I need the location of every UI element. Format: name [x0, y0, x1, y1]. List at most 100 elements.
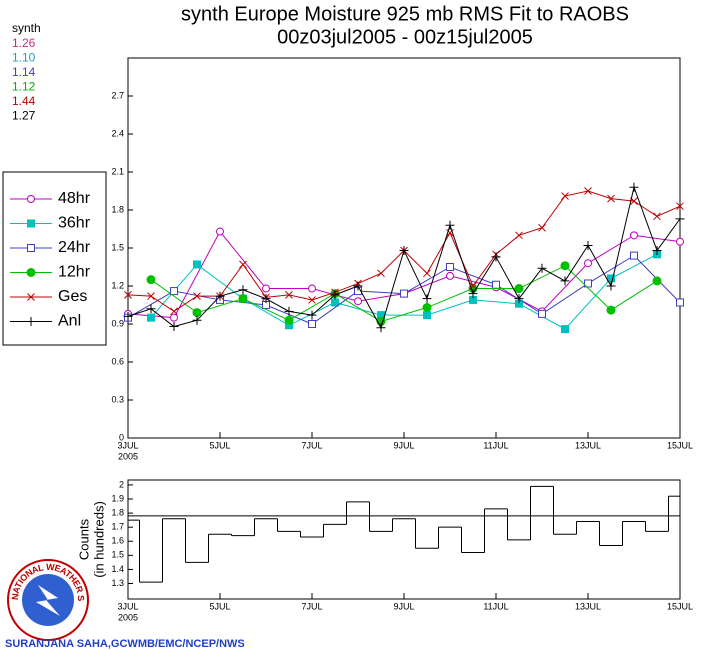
marker — [354, 297, 362, 306]
x-tick-label: 7JUL — [301, 440, 322, 450]
marker — [607, 194, 615, 203]
marker — [445, 220, 455, 230]
marker — [538, 309, 546, 318]
legend-box — [2, 171, 107, 346]
y-tick-label: 1.9 — [111, 493, 124, 503]
marker — [606, 281, 616, 291]
summary-title: synth — [12, 21, 41, 35]
marker — [423, 269, 431, 278]
x-tick-label: 15JUL — [667, 440, 693, 450]
marker — [468, 289, 478, 299]
summary-value: 1.10 — [12, 51, 36, 65]
chart-subtitle: 00z03jul2005 - 00z15jul2005 — [277, 26, 533, 48]
marker — [331, 298, 339, 307]
summary-value: 1.26 — [12, 36, 36, 50]
marker — [584, 259, 592, 268]
marker — [676, 202, 684, 211]
legend-label: 48hr — [58, 190, 91, 207]
marker — [330, 290, 340, 300]
y-tick-label: 0 — [119, 432, 124, 442]
x-tick-label: 15JUL — [667, 601, 693, 611]
summary-value: 1.12 — [12, 80, 36, 94]
marker — [308, 296, 316, 304]
marker — [469, 282, 477, 290]
y-tick-label: 2.4 — [111, 128, 124, 138]
marker — [123, 311, 133, 321]
marker — [27, 293, 35, 301]
y-tick-label: 1.7 — [111, 522, 124, 532]
marker — [583, 240, 593, 250]
y-tick-label: 1.5 — [111, 550, 124, 560]
x-tick-label: 13JUL — [575, 601, 601, 611]
summary-value: 1.14 — [12, 65, 36, 79]
year-label: 2005 — [118, 612, 138, 622]
marker — [422, 294, 432, 304]
summary-value: 1.44 — [12, 94, 36, 108]
plot-frame — [127, 479, 681, 600]
summary-value: 1.27 — [12, 109, 36, 123]
marker — [560, 276, 570, 286]
marker — [215, 291, 225, 301]
legend-label: 24hr — [58, 239, 91, 256]
marker — [307, 310, 317, 320]
x-tick-label: 5JUL — [209, 440, 230, 450]
y-tick-label: 1.8 — [111, 507, 124, 517]
marker — [308, 320, 316, 328]
marker — [446, 263, 454, 271]
marker — [630, 231, 638, 240]
y-tick-label: 2.1 — [111, 166, 124, 176]
x-tick-label: 7JUL — [301, 601, 322, 611]
marker — [561, 325, 569, 334]
x-tick-label: 9JUL — [393, 601, 414, 611]
marker — [27, 244, 35, 252]
marker — [146, 275, 156, 285]
y-axis-title: Counts (in hundreds) — [76, 501, 106, 578]
marker — [285, 291, 293, 299]
y-tick-label: 0.6 — [111, 356, 124, 366]
x-tick-label: 3JUL — [117, 440, 138, 450]
marker — [675, 214, 685, 224]
marker — [26, 268, 36, 277]
marker — [147, 292, 155, 300]
y-tick-label: 1.4 — [111, 564, 124, 574]
marker — [606, 305, 616, 315]
marker — [147, 313, 155, 322]
marker — [584, 187, 592, 195]
marker — [446, 271, 454, 280]
marker — [124, 291, 132, 299]
marker — [561, 192, 569, 200]
marker — [376, 323, 386, 333]
marker — [515, 231, 523, 240]
y-tick-label: 2 — [119, 479, 124, 489]
marker — [216, 227, 224, 236]
x-tick-label: 11JUL — [483, 440, 508, 450]
marker — [284, 315, 294, 325]
x-tick-label: 3JUL — [117, 601, 138, 611]
marker — [560, 261, 570, 271]
legend-label: 36hr — [58, 215, 91, 232]
y-tick-label: 0.3 — [111, 394, 124, 404]
marker — [284, 306, 294, 316]
marker — [514, 294, 524, 304]
legend-label: 12hr — [58, 264, 91, 281]
y-axis-label: (in hundreds) — [91, 501, 106, 578]
marker — [238, 294, 248, 304]
marker — [170, 307, 178, 316]
y-tick-label: 1.5 — [111, 242, 124, 252]
y-axis-label: Counts — [76, 518, 91, 560]
y-tick-label: 1.2 — [111, 280, 124, 290]
marker — [377, 269, 385, 278]
marker — [399, 246, 409, 256]
marker — [238, 285, 248, 295]
legend-label: Ges — [58, 288, 87, 305]
legend-label: Anl — [58, 313, 81, 330]
marker — [193, 292, 201, 300]
marker — [146, 304, 156, 314]
y-tick-label: 1.3 — [111, 578, 124, 588]
x-tick-label: 13JUL — [575, 440, 601, 450]
chart-title: synth Europe Moisture 925 mb RMS Fit to … — [181, 3, 629, 25]
marker — [652, 246, 662, 256]
credit: SURANJANA SAHA,GCWMB/EMC/NCEP/NWS — [5, 638, 245, 650]
marker — [492, 280, 500, 289]
